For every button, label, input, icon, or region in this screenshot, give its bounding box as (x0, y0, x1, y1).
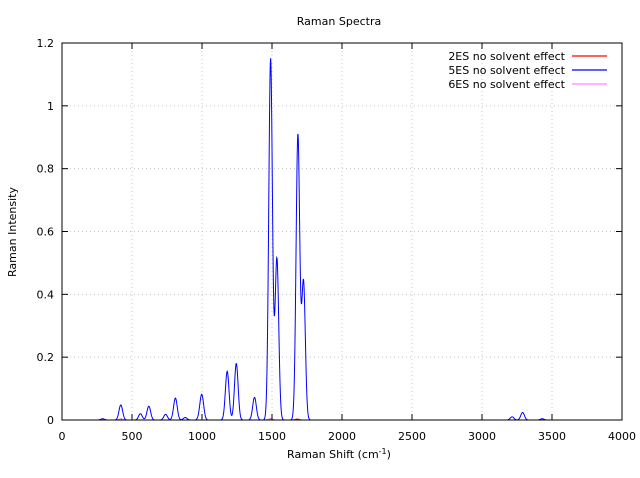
x-tick-label: 0 (59, 430, 66, 443)
x-tick-label: 3500 (538, 430, 566, 443)
legend-label-1: 2ES no solvent effect (448, 50, 565, 63)
y-axis-title: Raman Intensity (6, 187, 19, 277)
x-axis-title-main: Raman Shift (cm (287, 448, 379, 461)
y-tick-label: 1.2 (37, 37, 55, 50)
x-tick-label: 4000 (608, 430, 636, 443)
x-axis-title-close: ) (387, 448, 391, 461)
axes: 0 500 1000 1500 2000 2500 3000 3500 4000 0 0.2 0.4 0… (37, 37, 637, 443)
chart-title: Raman Spectra (297, 15, 381, 28)
legend-label-2: 5ES no solvent effect (448, 64, 565, 77)
y-tick-label: 0.4 (37, 288, 55, 301)
legend-label-3: 6ES no solvent effect (448, 78, 565, 91)
y-tick-label: 1 (47, 100, 54, 113)
x-tick-label: 2000 (328, 430, 356, 443)
x-tick-label: 1000 (188, 430, 216, 443)
x-axis-title: Raman Shift (cm-1) (287, 447, 391, 461)
x-tick-label: 500 (122, 430, 143, 443)
x-tick-label: 3000 (468, 430, 496, 443)
y-tick-label: 0.6 (37, 226, 55, 239)
y-tick-label: 0 (47, 414, 54, 427)
x-tick-label: 1500 (258, 430, 286, 443)
y-tick-label: 0.8 (37, 163, 55, 176)
grid (62, 43, 622, 420)
x-axis-title-sup: -1 (379, 447, 387, 456)
y-tick-label: 0.2 (37, 351, 55, 364)
x-tick-label: 2500 (398, 430, 426, 443)
